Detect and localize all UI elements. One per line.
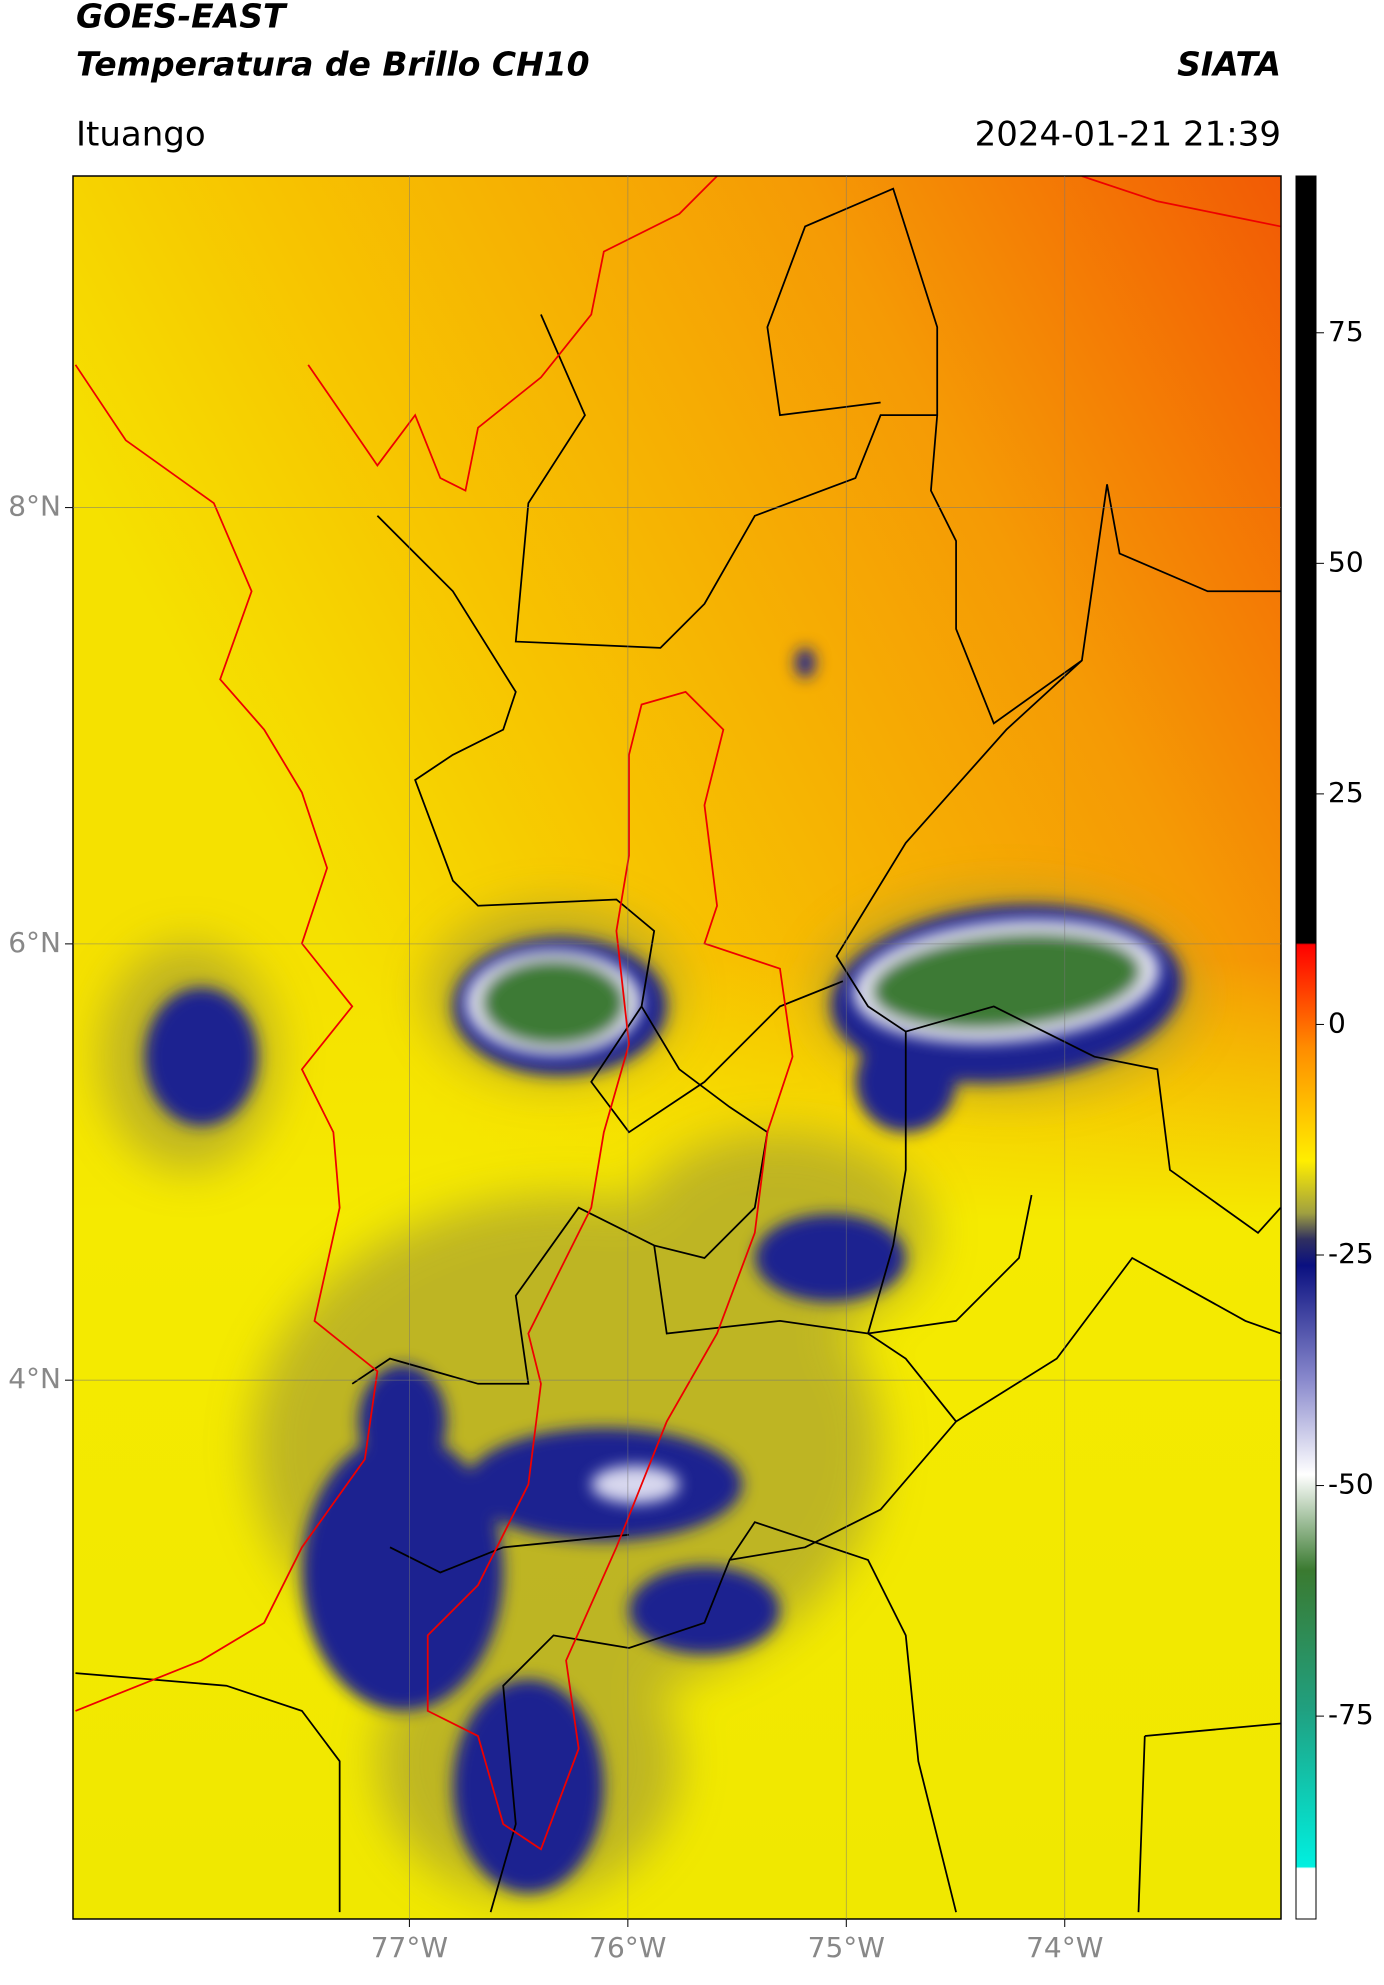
graticule: 8°N 6°N 4°N 77°W 76°W 75°W 74°W <box>8 176 1281 1964</box>
colorbar-tick-label: -25 <box>1328 1237 1374 1270</box>
lon-label: 74°W <box>1026 1931 1103 1964</box>
timestamp: 2024-01-21 21:39 <box>975 115 1281 155</box>
colorbar-tick-label: -50 <box>1328 1468 1374 1501</box>
colorbar-tick-label: 25 <box>1328 776 1364 809</box>
lon-label: 76°W <box>589 1931 666 1964</box>
title-line2: Temperatura de Brillo CH10 <box>76 45 590 84</box>
lat-label: 6°N <box>8 926 61 959</box>
colorbar-tick-label: 0 <box>1328 1006 1346 1039</box>
colorbar-tick-label: 50 <box>1328 545 1364 578</box>
lon-label: 75°W <box>808 1931 885 1964</box>
lat-label: 4°N <box>8 1362 61 1395</box>
colorbar-tick-label: -75 <box>1328 1698 1374 1731</box>
lon-label: 77°W <box>371 1931 448 1964</box>
title-line1: GOES-EAST <box>76 0 288 36</box>
lat-label: 8°N <box>8 490 61 523</box>
org: SIATA <box>1177 45 1281 84</box>
map-frame <box>72 175 1282 1920</box>
location: Ituango <box>76 115 206 155</box>
colorbar <box>1295 175 1317 1920</box>
colorbar-tick-label: 75 <box>1328 315 1364 348</box>
map <box>73 176 1281 1919</box>
